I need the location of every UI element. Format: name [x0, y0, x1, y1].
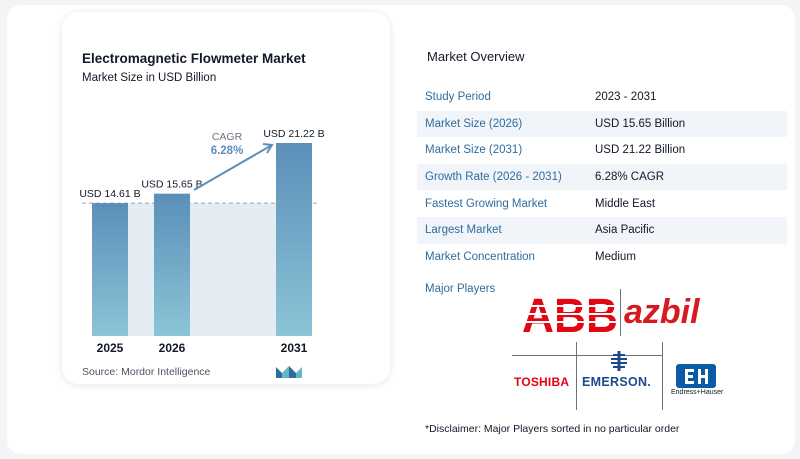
endress-hauser-text: Endress+Hauser: [671, 389, 724, 396]
bar-2025: [92, 203, 128, 336]
azbil-logo: azbil: [624, 293, 700, 331]
cagr-arrow-head: [262, 143, 274, 154]
major-players-title: Major Players: [425, 283, 496, 295]
table-row: Market Size (2031) USD 21.22 Billion: [417, 137, 787, 164]
row-key: Largest Market: [425, 224, 502, 237]
row-value: Middle East: [595, 197, 656, 210]
table-row: Largest Market Asia Pacific: [417, 216, 787, 244]
table-row: Market Size (2026) USD 15.65 Billion: [417, 110, 787, 138]
chart-title: Electromagnetic Flowmeter Market: [82, 51, 306, 66]
cagr-value: 6.28%: [211, 145, 244, 157]
disclaimer-text: *Disclaimer: Major Players sorted in no …: [425, 423, 680, 435]
bar-value-label: USD 14.61 B: [79, 188, 140, 200]
divider: [662, 342, 663, 410]
x-tick-label: 2026: [159, 341, 186, 355]
row-key: Fastest Growing Market: [425, 197, 548, 210]
row-value: USD 15.65 Billion: [595, 117, 686, 130]
table-row: Market Concentration Medium: [417, 244, 787, 271]
chart-subtitle: Market Size in USD Billion: [82, 72, 217, 84]
mordor-logo-icon: [276, 366, 302, 378]
bar-2026: [154, 193, 190, 336]
cagr-arrow-line: [193, 144, 273, 191]
table-row: Growth Rate (2026 - 2031) 6.28% CAGR: [417, 163, 787, 191]
row-value: 2023 - 2031: [595, 91, 657, 104]
toshiba-logo: TOSHIBA: [514, 375, 570, 389]
growth-shade: [128, 203, 276, 336]
emerson-logo: EMERSON.: [582, 375, 652, 389]
row-value: Medium: [595, 250, 636, 263]
divider: [620, 289, 621, 336]
bar-value-label: USD 21.22 B: [263, 128, 324, 140]
divider: [512, 355, 662, 356]
table-row: Fastest Growing Market Middle East: [417, 190, 787, 217]
overview-table: Study Period 2023 - 2031 Market Size (202…: [417, 84, 787, 270]
row-key: Study Period: [425, 91, 491, 104]
cagr-label: CAGR: [212, 131, 243, 143]
row-key: Growth Rate (2026 - 2031): [425, 171, 562, 184]
bar-value-label: USD 15.65 B: [141, 179, 202, 191]
market-overview-title: Market Overview: [427, 49, 525, 64]
row-key: Market Size (2026): [425, 117, 523, 130]
abb-logo-icon: ABB: [522, 292, 618, 336]
row-value: 6.28% CAGR: [595, 171, 665, 184]
table-row: Study Period 2023 - 2031: [417, 84, 787, 111]
divider: [576, 342, 577, 410]
x-tick-label: 2031: [281, 341, 308, 355]
endress-hauser-logo-icon: [676, 364, 716, 388]
row-value: USD 21.22 Billion: [595, 144, 686, 157]
row-key: Market Size (2031): [425, 144, 523, 157]
x-tick-label: 2025: [97, 341, 124, 355]
emerson-mark-icon: [611, 351, 627, 371]
bar-2031: [276, 143, 312, 336]
row-key: Market Concentration: [425, 250, 535, 263]
row-value: Asia Pacific: [595, 224, 655, 237]
source-text: Source: Mordor Intelligence: [82, 366, 211, 378]
